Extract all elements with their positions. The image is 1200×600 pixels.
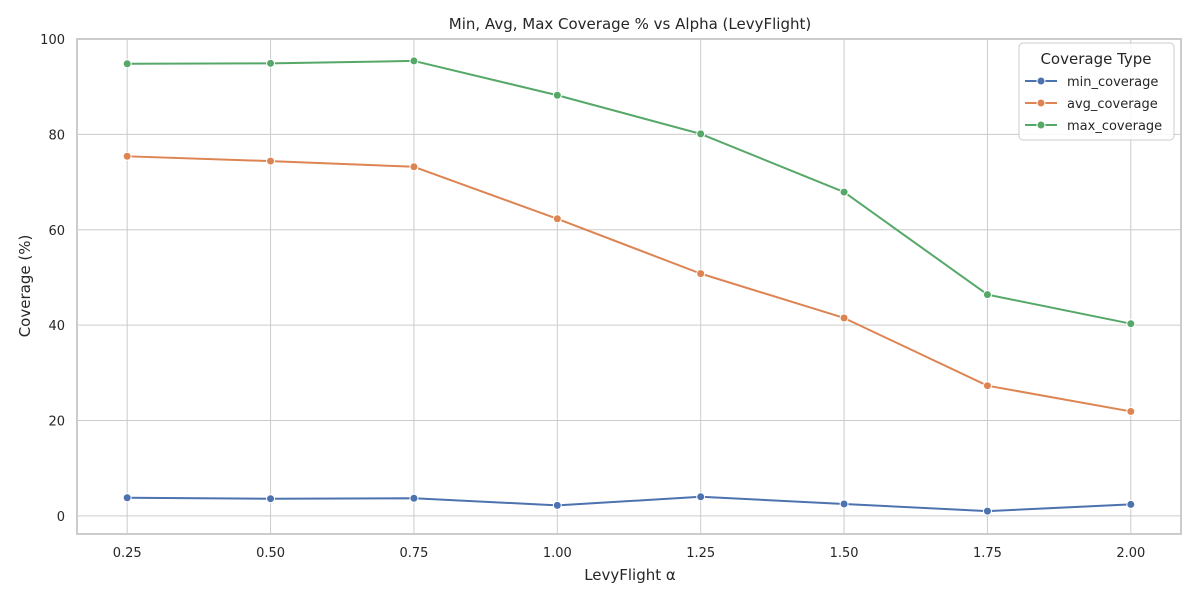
x-tick-label: 0.25 bbox=[113, 546, 142, 561]
data-point bbox=[839, 499, 849, 509]
legend-title: Coverage Type bbox=[1040, 50, 1151, 68]
x-tick-label: 1.25 bbox=[686, 546, 715, 561]
data-point bbox=[696, 129, 706, 139]
chart-title: Min, Avg, Max Coverage % vs Alpha (LevyF… bbox=[449, 15, 811, 33]
y-tick-label: 60 bbox=[48, 224, 65, 239]
legend-items: min_coverage avg_coverage max_coverage bbox=[1025, 75, 1162, 134]
legend-item: max_coverage bbox=[1025, 119, 1162, 134]
series-min-coverage bbox=[122, 492, 1136, 516]
y-tick-label: 100 bbox=[40, 33, 65, 48]
data-point bbox=[266, 494, 276, 504]
series-line bbox=[127, 495, 1131, 513]
grid-lines bbox=[77, 38, 1181, 534]
legend-item: min_coverage bbox=[1025, 75, 1158, 90]
data-point bbox=[409, 56, 419, 66]
y-axis-ticks: 0 20 40 60 80 100 bbox=[40, 33, 65, 525]
data-point bbox=[552, 500, 562, 510]
data-point bbox=[982, 290, 992, 300]
data-point bbox=[982, 381, 992, 391]
data-point bbox=[552, 214, 562, 224]
data-point bbox=[839, 187, 849, 197]
x-tick-label: 0.50 bbox=[256, 546, 285, 561]
data-point bbox=[552, 90, 562, 100]
series-max-coverage bbox=[122, 56, 1136, 329]
data-point bbox=[696, 269, 706, 279]
legend-box bbox=[1018, 42, 1175, 141]
y-tick-label: 20 bbox=[48, 415, 65, 430]
legend-item: avg_coverage bbox=[1025, 97, 1158, 112]
legend-marker bbox=[1036, 120, 1046, 130]
legend-label: avg_coverage bbox=[1067, 97, 1158, 112]
x-tick-label: 1.00 bbox=[543, 546, 572, 561]
legend: Coverage Type min_coverage avg_coveragema… bbox=[1018, 42, 1175, 141]
y-axis-label: Coverage (%) bbox=[16, 235, 34, 338]
series-line bbox=[127, 155, 1131, 413]
x-axis-label: LevyFlight α bbox=[584, 566, 676, 584]
series-avg-coverage bbox=[122, 151, 1136, 416]
plot-frame bbox=[76, 38, 1182, 535]
x-tick-label: 1.75 bbox=[973, 546, 1002, 561]
legend-marker bbox=[1036, 76, 1046, 86]
legend-label: max_coverage bbox=[1067, 119, 1162, 134]
data-point bbox=[266, 156, 276, 166]
x-axis-ticks: 0.25 0.50 0.75 1.00 1.25 1.50 1.75 2.00 bbox=[113, 546, 1146, 561]
y-tick-label: 0 bbox=[57, 510, 65, 525]
x-tick-label: 1.50 bbox=[830, 546, 859, 561]
data-point bbox=[696, 492, 706, 502]
data-point bbox=[1126, 499, 1136, 509]
y-tick-label: 40 bbox=[48, 319, 65, 334]
y-tick-label: 80 bbox=[48, 128, 65, 143]
data-point bbox=[1126, 406, 1136, 416]
data-point bbox=[1126, 319, 1136, 329]
x-tick-label: 2.00 bbox=[1116, 546, 1145, 561]
series-lines bbox=[122, 56, 1136, 516]
data-point bbox=[839, 313, 849, 323]
data-point bbox=[409, 162, 419, 172]
data-point bbox=[409, 493, 419, 503]
data-point bbox=[122, 59, 132, 69]
data-point bbox=[266, 58, 276, 68]
legend-marker bbox=[1036, 98, 1046, 108]
data-point bbox=[982, 506, 992, 516]
data-point bbox=[122, 493, 132, 503]
series-line bbox=[127, 59, 1132, 325]
x-tick-label: 0.75 bbox=[399, 546, 428, 561]
legend-label: min_coverage bbox=[1067, 75, 1158, 90]
data-point bbox=[122, 151, 132, 161]
